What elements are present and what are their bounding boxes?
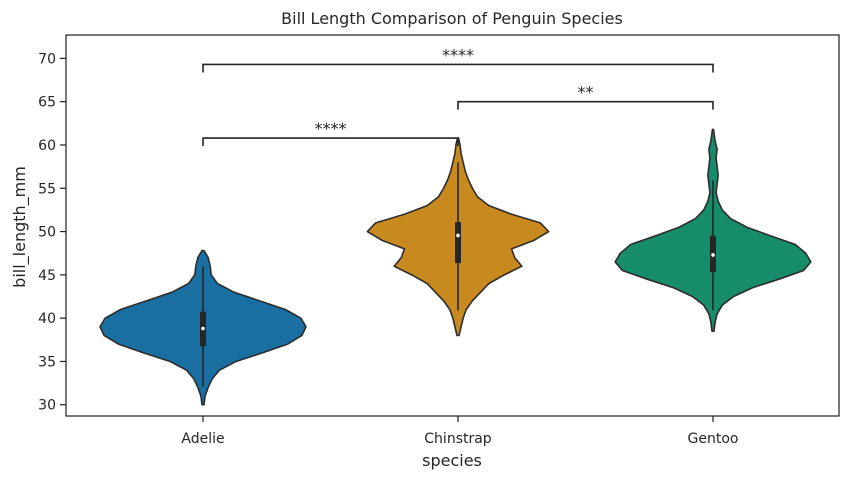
y-tick-label: 60 [38,138,56,154]
y-tick-label: 50 [38,225,56,241]
plot-area: 30 35 40 45 50 55 60 65 70 Adelie Chinstrap Gentoo *… [38,34,840,447]
y-tick-label: 35 [38,354,56,370]
significance-bracket [457,100,714,110]
violin-median-dot [456,233,460,238]
y-tick-label: 65 [38,95,56,111]
significance-bracket [202,137,459,147]
y-axis-label: bill_length_mm [10,166,30,288]
x-tick-label: Adelie [181,431,224,447]
significance-label: **** [315,119,347,138]
y-tick-label: 45 [38,268,56,284]
significance-label: **** [442,45,474,64]
chart-title: Bill Length Comparison of Penguin Specie… [281,9,623,28]
y-tick-label: 40 [38,311,56,327]
y-tick-label: 70 [38,51,56,67]
y-tick-label: 55 [38,181,56,197]
plot-frame [65,34,840,417]
violin-median-dot [711,253,715,257]
violin-iqr-box [455,222,461,264]
x-tick-label: Chinstrap [424,431,492,447]
significance-label: ** [578,83,594,102]
significance-bracket [202,63,714,73]
y-tick-label: 30 [38,398,56,414]
violin-median-dot [201,326,205,331]
x-tick-label: Gentoo [688,431,739,447]
x-axis-label: species [422,451,482,470]
